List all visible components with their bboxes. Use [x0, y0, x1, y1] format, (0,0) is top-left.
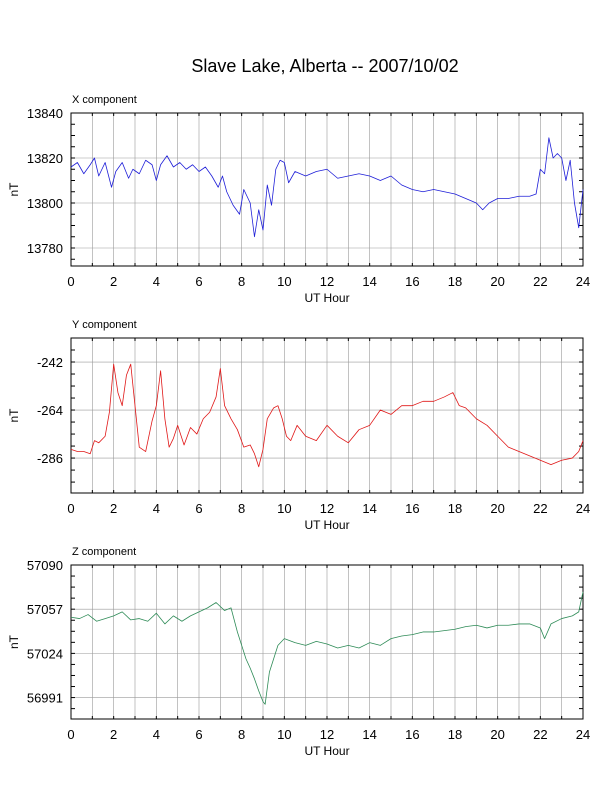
x-tick-label: 24 [576, 727, 590, 742]
x-tick-label: 8 [238, 501, 245, 516]
y-tick-label: -286 [37, 451, 63, 466]
data-series-line [70, 137, 584, 238]
page-title: Slave Lake, Alberta -- 2007/10/02 [191, 56, 459, 76]
x-tick-label: 0 [67, 274, 74, 289]
x-tick-label: 8 [238, 274, 245, 289]
x-tick-label: 0 [67, 501, 74, 516]
x-tick-label: 6 [195, 501, 202, 516]
x-tick-label: 4 [153, 501, 160, 516]
x-tick-label: 4 [153, 274, 160, 289]
x-tick-label: 6 [195, 727, 202, 742]
x-tick-label: 14 [362, 274, 376, 289]
y-tick-label: -264 [37, 403, 63, 418]
y-tick-label: 13820 [27, 151, 63, 166]
y-tick-label: 13800 [27, 196, 63, 211]
x-tick-label: 18 [448, 727, 462, 742]
y-tick-label: 13780 [27, 241, 63, 256]
x-tick-label: 0 [67, 727, 74, 742]
plot-frame [70, 337, 584, 494]
y-tick-label: 57090 [27, 558, 63, 573]
x-tick-label: 2 [110, 274, 117, 289]
x-tick-label: 12 [320, 274, 334, 289]
y-axis-label: nT [7, 182, 21, 197]
x-tick-label: 20 [490, 274, 504, 289]
plot-frame [70, 564, 584, 720]
x-tick-label: 18 [448, 501, 462, 516]
y-tick-label: 56991 [27, 691, 63, 706]
x-tick-label: 22 [533, 274, 547, 289]
y-axis-label: nT [7, 634, 21, 649]
x-tick-label: 12 [320, 501, 334, 516]
y-tick-label: -242 [37, 355, 63, 370]
x-tick-label: 22 [533, 501, 547, 516]
x-tick-label: 14 [362, 501, 376, 516]
x-tick-label: 10 [277, 501, 291, 516]
x-axis-label: UT Hour [304, 744, 349, 758]
x-tick-label: 10 [277, 274, 291, 289]
component-title: X component [72, 94, 137, 106]
component-title: Z component [72, 546, 136, 558]
y-tick-label: 57057 [27, 602, 63, 617]
x-tick-label: 16 [405, 274, 419, 289]
x-tick-label: 2 [110, 727, 117, 742]
data-series-line [70, 591, 584, 705]
x-tick-label: 20 [490, 727, 504, 742]
x-tick-label: 4 [153, 727, 160, 742]
x-tick-label: 24 [576, 501, 590, 516]
x-tick-label: 8 [238, 727, 245, 742]
x-tick-label: 16 [405, 727, 419, 742]
x-tick-label: 6 [195, 274, 202, 289]
x-tick-label: 10 [277, 727, 291, 742]
x-tick-label: 16 [405, 501, 419, 516]
data-series-line [70, 363, 584, 468]
x-tick-label: 20 [490, 501, 504, 516]
x-tick-label: 2 [110, 501, 117, 516]
x-axis-label: UT Hour [304, 518, 349, 532]
x-tick-label: 24 [576, 274, 590, 289]
y-axis-label: nT [7, 408, 21, 423]
x-axis-label: UT Hour [304, 291, 349, 305]
x-tick-label: 22 [533, 727, 547, 742]
x-tick-label: 18 [448, 274, 462, 289]
y-tick-label: 13840 [27, 106, 63, 121]
x-tick-label: 12 [320, 727, 334, 742]
x-tick-label: 14 [362, 727, 376, 742]
y-tick-label: 57024 [27, 646, 63, 661]
component-title: Y component [72, 319, 137, 331]
